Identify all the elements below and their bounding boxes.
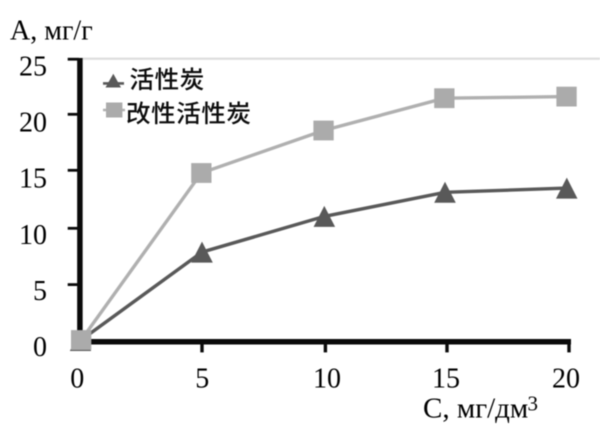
svg-text:3: 3 [528,392,539,416]
svg-text:15: 15 [432,364,460,395]
svg-text:5: 5 [33,276,47,307]
svg-text:25: 25 [19,52,47,83]
svg-text:20: 20 [552,364,580,395]
svg-text:0: 0 [33,332,47,363]
svg-text:С, мг/дм: С, мг/дм [423,393,528,425]
svg-text:20: 20 [19,108,47,139]
svg-text:0: 0 [70,364,84,395]
svg-text:10: 10 [313,364,341,395]
svg-text:10: 10 [19,220,47,251]
svg-text:15: 15 [19,164,47,195]
svg-text:А, мг/г: А, мг/г [10,16,93,47]
svg-text:5: 5 [195,364,209,395]
